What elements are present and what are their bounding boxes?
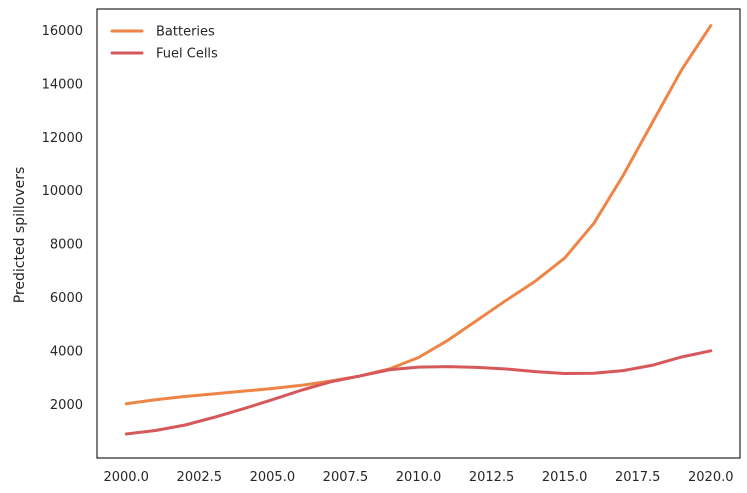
- x-tick-label: 2020.0: [688, 470, 734, 485]
- y-tick-label: 14000: [42, 77, 83, 92]
- x-tick-label: 2002.5: [177, 470, 223, 485]
- series-layer: [124, 24, 713, 436]
- x-tick-label: 2007.5: [323, 470, 369, 485]
- y-tick-label: 8000: [50, 238, 83, 253]
- y-tick-label: 2000: [50, 398, 83, 413]
- x-tick-label: 2012.5: [469, 470, 515, 485]
- y-axis: 2000 4000 6000 8000 10000 12000 14000 16000: [42, 24, 83, 413]
- y-tick-label: 4000: [50, 345, 83, 360]
- x-tick-label: 2015.0: [542, 470, 588, 485]
- plot-area: [97, 9, 740, 458]
- legend-label: Batteries: [156, 25, 215, 40]
- x-tick-label: 2005.0: [250, 470, 296, 485]
- x-tick-label: 2017.5: [615, 470, 661, 485]
- series-line-batteries: [124, 24, 713, 406]
- legend-label: Fuel Cells: [156, 47, 218, 62]
- legend: Batteries Fuel Cells: [110, 25, 218, 62]
- y-tick-label: 12000: [42, 131, 83, 146]
- y-tick-label: 16000: [42, 24, 83, 39]
- x-tick-label: 2010.0: [396, 470, 442, 485]
- y-axis-label: Predicted spillovers: [12, 167, 28, 304]
- x-axis: 2000.0 2002.5 2005.0 2007.5 2010.0 2012.5 2015…: [103, 470, 733, 485]
- y-tick-label: 10000: [42, 184, 83, 199]
- series-line-fuel-cells: [124, 349, 713, 436]
- x-tick-label: 2000.0: [103, 470, 149, 485]
- y-tick-label: 6000: [50, 291, 83, 306]
- plot-frame: [96, 8, 741, 459]
